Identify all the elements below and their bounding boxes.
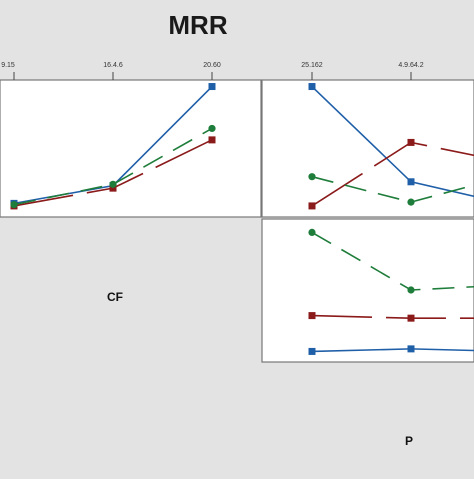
data-point-blue-1 (308, 347, 316, 355)
tick-label-cf-2: 16.4.6 (103, 62, 123, 69)
tick-label-p-2: 4.9.64.2 (398, 62, 423, 69)
tick-label-p-1: 25.162 (301, 62, 323, 69)
panel-series-p-vs-p (308, 228, 474, 355)
data-point-blue-3 (208, 83, 216, 91)
tick-label-cf-3: 20.60 (203, 62, 221, 69)
panel-series-p-vs-cf (308, 83, 474, 210)
data-point-green-2 (109, 180, 117, 188)
data-point-red-2 (407, 314, 415, 322)
data-point-green-3 (208, 124, 216, 133)
panel-series-cf-vs-cf (10, 83, 216, 210)
data-point-blue-2 (407, 345, 415, 353)
data-point-red-2 (407, 138, 415, 146)
chart-title: MRR (168, 10, 227, 40)
data-point-blue-2 (407, 178, 415, 186)
data-point-red-1 (308, 202, 316, 210)
data-point-red-3 (208, 136, 216, 144)
factor-label-cf: CF (107, 290, 123, 304)
factor-label-p: P (405, 434, 413, 448)
data-point-green-1 (10, 201, 18, 209)
panel-p-vs-p (261, 218, 474, 363)
data-point-green-1 (308, 173, 316, 181)
data-point-green-2 (407, 198, 415, 206)
panel-p-vs-cf (261, 79, 474, 218)
data-point-red-2 (109, 184, 117, 192)
data-point-green-1 (308, 228, 316, 236)
data-point-red-1 (308, 312, 316, 320)
series-layer (10, 83, 474, 355)
data-point-blue-1 (308, 83, 316, 91)
tick-label-cf-1: 9.15 (1, 62, 15, 69)
series-line-green (13, 127, 213, 206)
panel-cf-vs-cf (0, 79, 262, 218)
data-point-green-2 (407, 286, 415, 294)
